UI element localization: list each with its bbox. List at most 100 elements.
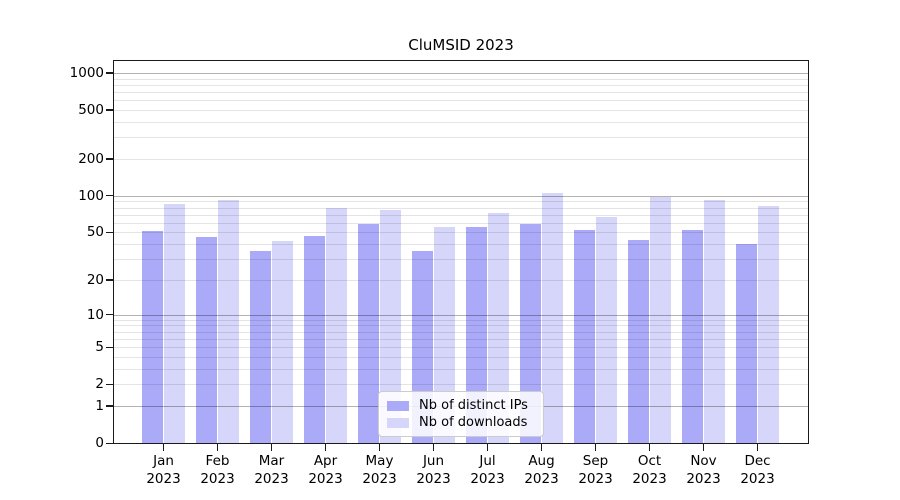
legend: Nb of distinct IPs Nb of downloads <box>378 391 544 437</box>
bar-nb-of-distinct-ips-sep <box>573 230 596 444</box>
legend-label-distinct-ips: Nb of distinct IPs <box>419 397 528 413</box>
y-gridline-minor <box>113 91 809 93</box>
y-gridline-minor <box>113 325 809 327</box>
x-tick-mark <box>703 444 705 451</box>
x-tick-mark <box>595 444 597 451</box>
y-gridline-minor <box>113 259 809 261</box>
bar-nb-of-distinct-ips-jul <box>465 227 488 444</box>
bar-nb-of-distinct-ips-may <box>357 223 380 444</box>
y-tick-label: 1000 <box>69 64 104 81</box>
y-tick-mark <box>106 158 113 160</box>
x-tick-mark <box>541 444 543 451</box>
y-gridline-minor <box>113 368 809 370</box>
bar-nb-of-downloads-jun <box>433 227 456 444</box>
y-gridline-minor <box>113 222 809 224</box>
x-tick-mark <box>379 444 381 451</box>
x-tick-label: Jun 2023 <box>416 453 451 487</box>
y-tick-mark <box>106 314 113 316</box>
y-gridline-minor <box>113 232 809 234</box>
y-gridline-minor <box>113 319 809 321</box>
x-tick-label: Nov 2023 <box>686 453 721 487</box>
y-gridline-minor <box>113 338 809 340</box>
y-tick-label: 50 <box>86 224 104 241</box>
y-gridline-minor <box>113 207 809 209</box>
legend-swatch-distinct-ips <box>387 400 409 411</box>
bar-nb-of-distinct-ips-oct <box>627 240 650 444</box>
y-gridline-minor <box>113 347 809 348</box>
legend-item-downloads: Nb of downloads <box>387 415 535 431</box>
bar-nb-of-distinct-ips-feb <box>195 236 218 444</box>
bar-nb-of-downloads-dec <box>757 205 780 444</box>
bar-nb-of-downloads-aug <box>541 193 564 444</box>
bar-nb-of-downloads-apr <box>325 207 348 444</box>
y-tick-mark <box>106 346 113 348</box>
x-tick-label: May 2023 <box>362 453 397 487</box>
bar-nb-of-distinct-ips-nov <box>681 230 704 444</box>
x-tick-label: Oct 2023 <box>632 453 667 487</box>
y-gridline-minor <box>113 214 809 216</box>
bar-nb-of-distinct-ips-aug <box>519 223 542 444</box>
y-tick-mark <box>106 405 113 407</box>
y-gridline-minor <box>113 356 809 358</box>
chart-title: CluMSID 2023 <box>408 36 514 54</box>
bar-nb-of-downloads-feb <box>217 199 240 444</box>
y-tick-mark <box>106 231 113 234</box>
y-tick-mark <box>106 442 113 444</box>
y-tick-label: 200 <box>78 150 104 167</box>
legend-item-distinct-ips: Nb of distinct IPs <box>387 398 535 414</box>
x-tick-mark <box>325 444 327 451</box>
bar-nb-of-downloads-nov <box>703 200 726 444</box>
y-tick-label: 500 <box>78 101 104 118</box>
bar-nb-of-downloads-sep <box>595 216 618 444</box>
x-tick-label: Jul 2023 <box>470 453 505 487</box>
y-tick-mark <box>106 195 113 197</box>
x-tick-mark <box>163 444 165 451</box>
y-gridline-major <box>113 195 809 197</box>
bar-nb-of-downloads-may <box>379 209 402 444</box>
bar-nb-of-distinct-ips-dec <box>735 244 758 444</box>
y-gridline-minor <box>113 84 809 86</box>
x-tick-label: Jan 2023 <box>146 453 181 487</box>
y-gridline-major <box>113 72 809 74</box>
x-tick-label: Dec 2023 <box>740 453 775 487</box>
y-gridline-minor <box>113 78 809 80</box>
y-tick-label: 20 <box>86 271 104 288</box>
y-tick-mark <box>106 279 113 281</box>
bar-nb-of-distinct-ips-apr <box>303 235 326 444</box>
y-gridline-minor <box>113 137 809 139</box>
bar-nb-of-distinct-ips-mar <box>249 251 272 444</box>
y-tick-label: 2 <box>95 376 104 393</box>
y-tick-mark <box>106 109 113 111</box>
y-tick-label: 5 <box>95 339 104 355</box>
x-tick-mark <box>271 444 273 451</box>
x-tick-label: Apr 2023 <box>308 453 343 487</box>
y-gridline-minor <box>113 158 809 160</box>
x-tick-mark <box>217 444 219 451</box>
y-gridline-minor <box>113 109 809 111</box>
x-tick-mark <box>433 444 435 451</box>
y-gridline-minor <box>113 244 809 246</box>
y-gridline-major <box>113 314 809 316</box>
x-tick-mark <box>487 444 489 451</box>
x-tick-mark <box>757 444 759 451</box>
x-tick-label: Mar 2023 <box>254 453 289 487</box>
y-gridline-minor <box>113 201 809 203</box>
bar-nb-of-distinct-ips-jan <box>141 231 164 444</box>
y-tick-label: 10 <box>86 306 104 323</box>
bar-nb-of-downloads-oct <box>649 196 672 444</box>
legend-swatch-downloads <box>387 417 409 428</box>
bar-nb-of-downloads-mar <box>271 241 294 444</box>
bar-nb-of-downloads-jul <box>487 213 510 444</box>
y-gridline-minor <box>113 121 809 123</box>
y-tick-mark <box>106 72 113 74</box>
y-gridline-minor <box>113 279 809 281</box>
x-tick-label: Feb 2023 <box>200 453 235 487</box>
y-tick-label: 100 <box>78 187 104 204</box>
y-gridline-minor <box>113 331 809 333</box>
x-tick-label: Aug 2023 <box>524 453 559 487</box>
bar-nb-of-downloads-jan <box>163 203 186 444</box>
x-tick-label: Sep 2023 <box>578 453 613 487</box>
y-tick-label: 0 <box>95 435 104 451</box>
x-tick-mark <box>649 444 651 451</box>
